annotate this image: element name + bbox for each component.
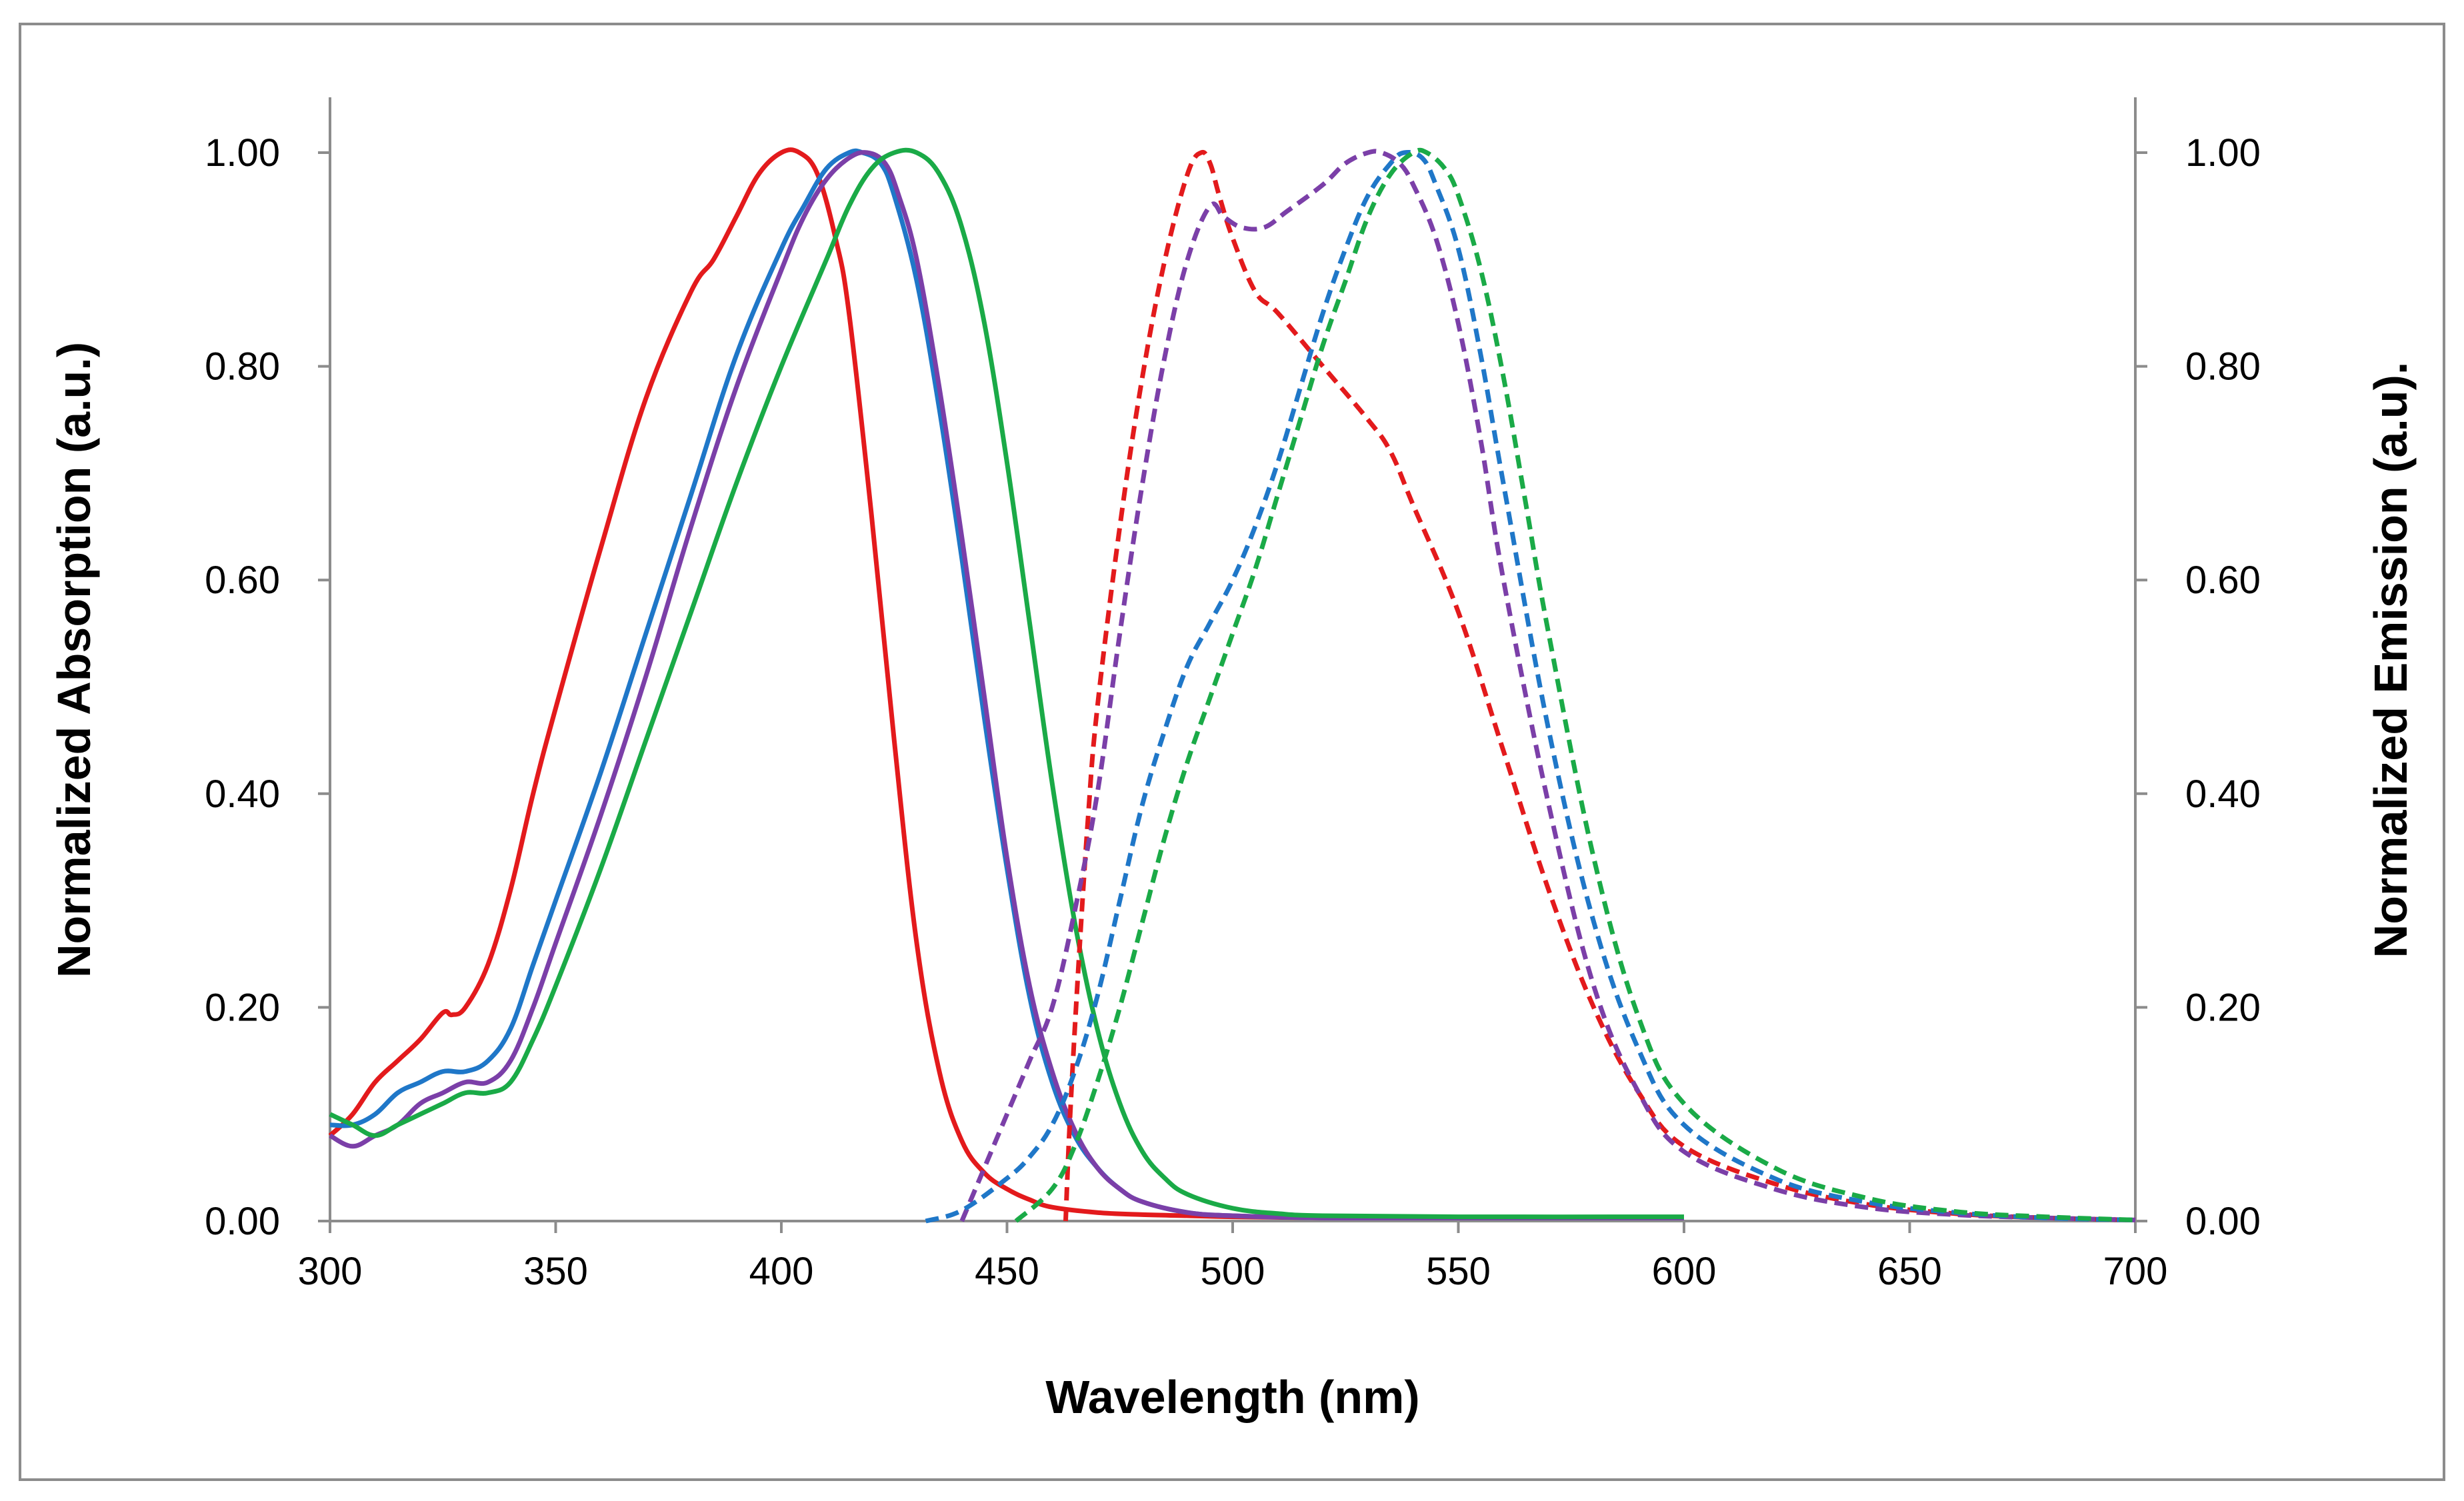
x-tick-label-550: 550 [1426, 1250, 1491, 1293]
x-tick-label-400: 400 [749, 1250, 814, 1293]
x-axis-title: Wavelength (nm) [1045, 1371, 1419, 1423]
y-tick-label-left-0.00: 0.00 [205, 1200, 280, 1243]
y-axis-title-left: Normalized Absorption (a.u.) [48, 342, 100, 978]
series-layer [328, 147, 2136, 1224]
y-tick-label-right-0.40: 0.40 [2185, 772, 2261, 816]
x-tick-label-500: 500 [1201, 1250, 1265, 1293]
y-tick-label-left-0.80: 0.80 [205, 345, 280, 389]
y-tick-label-left-0.40: 0.40 [205, 772, 280, 816]
y-axis-title-right: Normalized Emission (a.u). [2365, 362, 2417, 958]
x-tick-label-450: 450 [975, 1250, 1039, 1293]
y-tick-label-left-1.00: 1.00 [205, 131, 280, 175]
x-tick-label-700: 700 [2103, 1250, 2168, 1293]
series-line-green-absorption [329, 147, 1685, 1220]
y-tick-label-right-1.00: 1.00 [2185, 131, 2261, 175]
series-line-blue-emission [925, 149, 2136, 1224]
y-tick-label-left-0.60: 0.60 [205, 559, 280, 602]
y-tick-label-left-0.20: 0.20 [205, 986, 280, 1029]
y-tick-label-right-0.60: 0.60 [2185, 559, 2261, 602]
x-tick-label-350: 350 [523, 1250, 588, 1293]
x-tick-label-300: 300 [298, 1250, 363, 1293]
chart-border [19, 23, 2445, 1481]
y-tick-label-right-0.20: 0.20 [2185, 986, 2261, 1029]
labels-layer: 300 350 400 450 500 550 600 650 700 0.00 0.20 0.40 0… [205, 131, 2261, 1293]
series-line-red-absorption [328, 147, 1684, 1220]
ticks [318, 151, 2147, 1233]
y-tick-label-right-0.00: 0.00 [2185, 1200, 2261, 1243]
x-tick-label-600: 600 [1652, 1250, 1717, 1293]
series-line-purple-emission [959, 149, 2136, 1222]
series-line-purple-absorption [329, 150, 1684, 1220]
series-line-green-emission [1014, 147, 2136, 1223]
x-tick-label-650: 650 [1877, 1250, 1942, 1293]
y-tick-label-right-0.80: 0.80 [2185, 345, 2261, 389]
